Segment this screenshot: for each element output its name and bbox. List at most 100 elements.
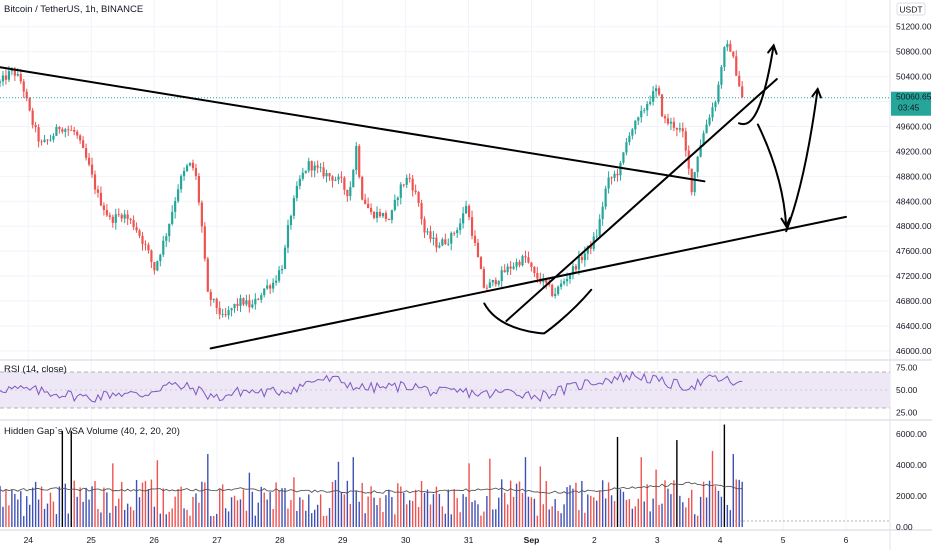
volume-pane[interactable]: Hidden Gap`s VSA Volume (40, 2, 20, 20) xyxy=(0,424,890,527)
arrow-curve[interactable] xyxy=(756,123,788,228)
candle-body xyxy=(141,235,144,244)
volume-bar xyxy=(204,482,206,527)
trendline[interactable] xyxy=(209,215,847,350)
volume-bar xyxy=(628,499,631,527)
candle-body xyxy=(447,243,450,245)
candle-body xyxy=(438,245,441,248)
candle-body xyxy=(741,86,744,98)
candle-body xyxy=(503,270,506,273)
candle-body xyxy=(637,117,640,121)
candle-body xyxy=(711,107,714,118)
volume-bar xyxy=(260,486,262,527)
last-price-tag: 50060.65 03:45 xyxy=(891,91,932,116)
candle-body xyxy=(723,47,726,67)
candle-body xyxy=(473,235,477,243)
volume-bar xyxy=(121,481,123,527)
volume-bar xyxy=(515,483,518,527)
candle-body xyxy=(708,117,711,125)
volume-bar xyxy=(521,493,524,527)
volume-bar xyxy=(210,516,212,527)
volume-bar xyxy=(64,483,67,527)
candle-body xyxy=(729,43,732,52)
candle-body xyxy=(96,189,100,193)
volume-bar xyxy=(435,486,438,527)
candle-body xyxy=(191,162,195,169)
trendline-drawings[interactable] xyxy=(0,43,847,350)
volume-bar xyxy=(693,514,696,527)
volume-bar xyxy=(328,508,331,527)
candle-body xyxy=(301,172,304,179)
volume-bar xyxy=(584,512,586,527)
candle-body xyxy=(557,286,560,294)
volume-bar xyxy=(661,503,663,527)
candle-body xyxy=(414,190,417,193)
trendline[interactable] xyxy=(0,66,706,183)
volume-bar xyxy=(619,489,622,527)
candle-body xyxy=(174,201,177,212)
arc-curve[interactable] xyxy=(483,288,593,335)
price-tick-label: 50400.00 xyxy=(896,72,932,82)
candle-body xyxy=(619,162,622,176)
currency-badge[interactable]: USDT xyxy=(896,2,926,16)
volume-bar xyxy=(518,481,521,527)
volume-bar xyxy=(11,490,13,527)
time-axis[interactable]: 24 25 26 27 28 29 30 31 Sep 2 3 4 5 6 xyxy=(24,535,849,545)
volume-bar xyxy=(34,481,37,527)
candle-body xyxy=(372,211,376,218)
price-tick-label: 51200.00 xyxy=(896,22,932,32)
volume-bar xyxy=(631,508,634,527)
volume-bar xyxy=(735,479,737,527)
price-axis[interactable]: 51200.0050800.0050400.0050000.0049600.00… xyxy=(896,22,932,356)
candle-body xyxy=(334,179,337,181)
candle-body xyxy=(432,237,435,239)
volume-bar xyxy=(563,504,565,527)
volume-bar xyxy=(637,498,639,527)
rsi-pane[interactable]: RSI (14, close) xyxy=(0,364,890,409)
volume-bar xyxy=(616,436,619,527)
volume-bar xyxy=(512,496,515,527)
volume-bar xyxy=(679,495,681,527)
candle-body xyxy=(393,200,396,211)
price-tick-label: 46400.00 xyxy=(896,321,932,331)
volume-bar xyxy=(263,492,265,527)
arrow-curve[interactable] xyxy=(738,44,775,126)
candle-body xyxy=(337,176,340,180)
price-pane[interactable]: Bitcoin / TetherUS, 1h, BINANCE xyxy=(0,0,890,530)
candle-body xyxy=(702,133,705,146)
arrow-head xyxy=(811,86,822,99)
rsi-tick-label: 75.00 xyxy=(896,363,918,373)
candle-body xyxy=(277,270,281,281)
volume-bar xyxy=(495,509,497,527)
candle-body xyxy=(369,207,373,212)
volume-bar xyxy=(699,496,702,527)
candle-body xyxy=(554,293,557,296)
volume-bar xyxy=(43,508,46,527)
volume-bar xyxy=(46,503,49,527)
volume-bar xyxy=(52,501,55,527)
volume-bar xyxy=(132,510,135,527)
candle-body xyxy=(129,218,132,221)
volume-bar xyxy=(126,503,129,527)
candle-body xyxy=(179,176,183,190)
volume-bar xyxy=(40,486,43,527)
volume-bar xyxy=(242,489,245,527)
volume-bar xyxy=(533,498,536,527)
candle-body xyxy=(666,118,670,124)
trendline[interactable] xyxy=(505,78,778,322)
volume-bar xyxy=(165,514,167,527)
volume-bar xyxy=(37,499,40,527)
volume-bar xyxy=(370,486,372,527)
volume-bar xyxy=(5,490,7,527)
arrow-curve[interactable] xyxy=(785,88,819,233)
candle-body xyxy=(289,215,293,226)
candle-body xyxy=(209,291,212,300)
volume-bar xyxy=(361,482,363,527)
candle-body xyxy=(506,266,509,273)
volume-bar xyxy=(598,490,601,527)
candle-body xyxy=(156,261,159,271)
candle-body xyxy=(675,127,678,130)
candle-body xyxy=(0,81,2,83)
volume-bar xyxy=(192,496,194,527)
candle-body xyxy=(84,148,88,158)
